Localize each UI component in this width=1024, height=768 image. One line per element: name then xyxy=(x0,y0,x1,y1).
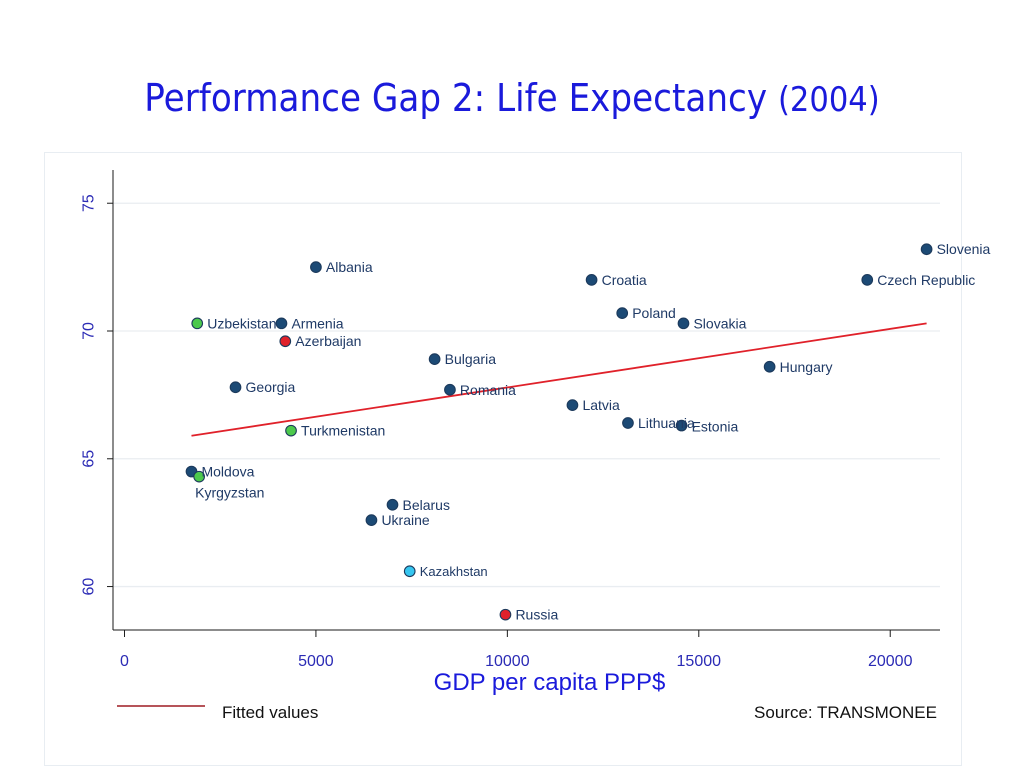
y-tick-label: 65 xyxy=(81,450,98,468)
y-tick-label: 70 xyxy=(81,322,98,340)
point-label-czech-republic: Czech Republic xyxy=(877,272,975,288)
point-label-kazakhstan: Kazakhstan xyxy=(420,564,488,579)
point-label-uzbekistan: Uzbekistan xyxy=(207,315,276,331)
point-russia xyxy=(499,608,512,621)
y-tick-label: 75 xyxy=(81,194,98,212)
point-turkmenistan xyxy=(285,424,297,437)
x-axis-title: GDP per capita PPP$ xyxy=(434,669,666,696)
x-tick-label: 5000 xyxy=(298,653,334,670)
point-estonia xyxy=(675,419,688,432)
legend-label-fitted-values: Fitted values xyxy=(222,703,318,722)
point-label-turkmenistan: Turkmenistan xyxy=(301,423,385,439)
slide-title-year: (2004) xyxy=(777,80,880,120)
slide-title-main: Performance Gap 2: Life Expectancy xyxy=(144,76,768,120)
point-label-poland: Poland xyxy=(632,305,676,321)
point-hungary xyxy=(763,360,776,373)
ticks-layer: 60 65 70 75 0 5000 10000 15000 20000 xyxy=(81,194,913,670)
point-georgia xyxy=(229,381,242,394)
point-label-romania: Romania xyxy=(460,382,516,398)
axes-layer xyxy=(112,170,940,631)
grid-layer xyxy=(113,202,940,588)
point-label-moldova: Moldova xyxy=(201,464,254,480)
point-latvia xyxy=(566,399,579,411)
point-label-estonia: Estonia xyxy=(692,419,739,435)
point-czech-republic xyxy=(861,274,874,286)
point-label-bulgaria: Bulgaria xyxy=(445,351,497,367)
point-label-slovenia: Slovenia xyxy=(937,241,991,257)
point-label-armenia: Armenia xyxy=(291,315,343,331)
point-croatia xyxy=(585,274,598,286)
point-label-hungary: Hungary xyxy=(780,359,833,375)
x-tick-label: 0 xyxy=(120,653,129,670)
point-label-croatia: Croatia xyxy=(602,272,647,288)
point-labels-layer: Slovenia Czech Republic Albania Croatia Pola… xyxy=(195,241,990,622)
x-tick-label: 15000 xyxy=(677,653,722,670)
point-label-albania: Albania xyxy=(326,259,373,275)
point-label-latvia: Latvia xyxy=(582,397,620,413)
point-label-ukraine: Ukraine xyxy=(381,512,429,528)
point-kyrgyzstan xyxy=(193,470,205,483)
point-uzbekistan xyxy=(191,317,204,330)
y-tick-label: 60 xyxy=(81,578,98,596)
point-ukraine xyxy=(365,514,378,526)
point-bulgaria xyxy=(428,353,441,365)
point-label-georgia: Georgia xyxy=(246,379,296,395)
point-slovenia xyxy=(920,243,933,256)
point-label-kyrgyzstan: Kyrgyzstan xyxy=(195,485,264,501)
point-romania xyxy=(444,383,456,396)
point-label-slovakia: Slovakia xyxy=(693,315,746,331)
point-lithuania xyxy=(622,417,634,429)
point-belarus xyxy=(386,498,399,511)
point-albania xyxy=(310,261,322,273)
point-armenia xyxy=(275,317,288,330)
point-label-azerbaijan: Azerbaijan xyxy=(295,333,361,349)
fitted-values-line xyxy=(191,322,927,437)
points-layer xyxy=(185,243,933,621)
point-label-russia: Russia xyxy=(515,607,558,623)
point-label-belarus: Belarus xyxy=(402,497,449,513)
source-note: Source: TRANSMONEE xyxy=(754,703,937,722)
point-kazakhstan xyxy=(403,565,416,578)
chart-frame xyxy=(44,152,962,766)
point-slovakia xyxy=(677,317,690,330)
x-tick-label: 10000 xyxy=(485,653,530,670)
point-poland xyxy=(616,307,629,319)
slide-title: Performance Gap 2: Life Expectancy (2004… xyxy=(51,76,973,120)
point-label-lithuania: Lithuania xyxy=(638,415,695,431)
point-azerbaijan xyxy=(279,335,292,348)
x-tick-label: 20000 xyxy=(868,653,913,670)
